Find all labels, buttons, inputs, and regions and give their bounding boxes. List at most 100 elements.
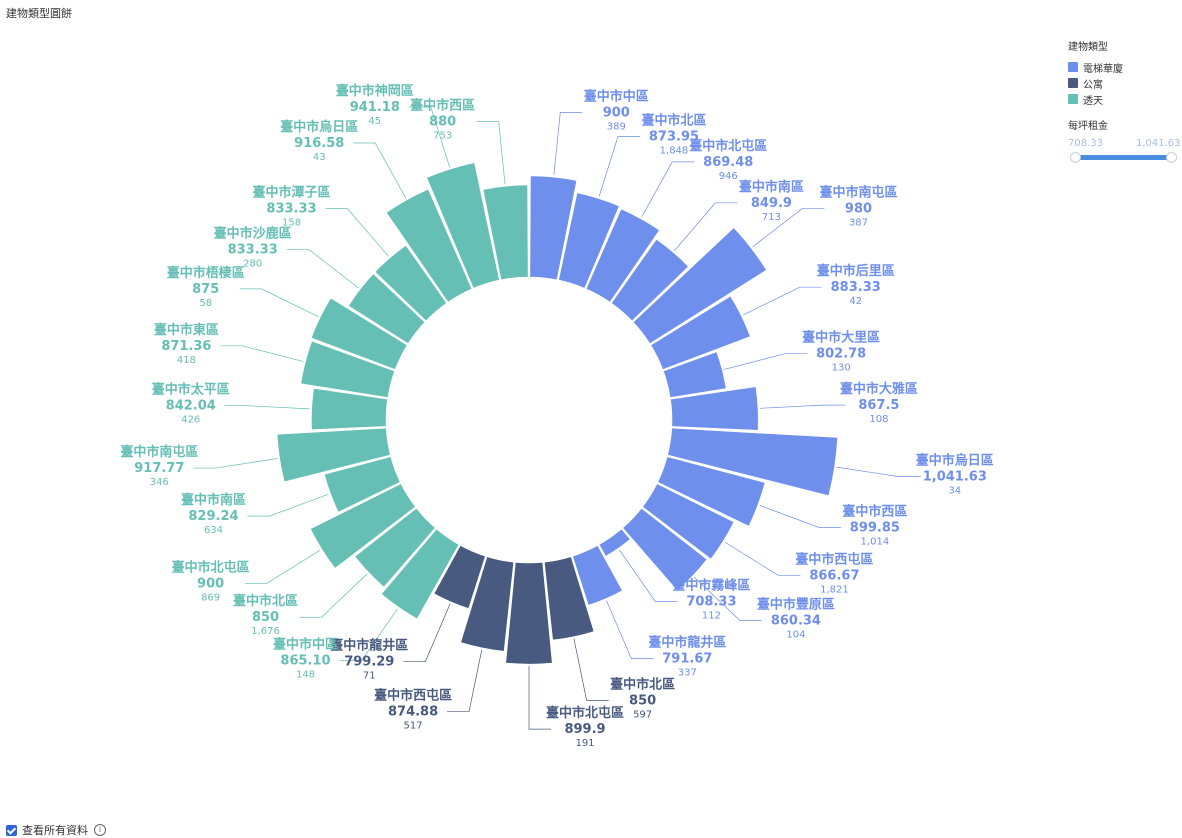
legend-item-townhouse[interactable]: 透天 — [1068, 91, 1178, 107]
leader-line — [724, 541, 801, 576]
data-label-count: 869 — [201, 593, 220, 604]
checkbox-checked-icon[interactable] — [6, 824, 17, 836]
bar-segment[interactable] — [323, 456, 401, 513]
bar-segment[interactable] — [585, 208, 660, 303]
data-label-district: 臺中市龍井區 — [330, 638, 408, 654]
leader-line — [759, 404, 845, 409]
bar-segment[interactable] — [650, 295, 751, 370]
bar-segment[interactable] — [276, 427, 391, 483]
bar-segment[interactable] — [663, 351, 727, 398]
bar-segment[interactable] — [543, 556, 595, 641]
data-label-district: 臺中市烏日區 — [916, 453, 994, 469]
data-label-count: 387 — [849, 217, 868, 228]
bar-segment[interactable] — [311, 387, 388, 431]
bar-segment[interactable] — [598, 528, 631, 557]
legend-item-apartment[interactable]: 公寓 — [1068, 75, 1178, 91]
bar-segment[interactable] — [632, 227, 767, 345]
data-label-district: 臺中市北屯區 — [172, 560, 250, 576]
bar-segment[interactable] — [300, 340, 395, 398]
data-label-count: 58 — [199, 298, 212, 309]
data-label-district: 臺中市烏日區 — [280, 119, 358, 135]
bar-segment[interactable] — [529, 175, 578, 281]
data-label-district: 臺中市南區 — [181, 492, 246, 508]
data-label-count: 280 — [243, 258, 262, 269]
leader-line — [674, 202, 738, 251]
data-label-district: 臺中市北區 — [233, 593, 298, 609]
bar-segment[interactable] — [667, 427, 838, 497]
data-label-count: 43 — [313, 152, 326, 163]
leader-line — [244, 549, 321, 584]
bar-segment[interactable] — [670, 386, 759, 431]
bar-segment[interactable] — [354, 507, 436, 588]
data-label-value: 900 — [603, 105, 630, 120]
data-label-count: 426 — [181, 415, 200, 426]
data-label-value: 900 — [197, 577, 224, 592]
data-label-district: 臺中市龍井區 — [648, 634, 726, 650]
data-label-count: 337 — [678, 667, 697, 678]
data-label-district: 臺中市西區 — [842, 503, 907, 519]
legend-swatch-icon — [1068, 62, 1078, 72]
bar-segment[interactable] — [558, 192, 620, 289]
bar-segment[interactable] — [642, 483, 735, 560]
data-label-district: 臺中市南屯區 — [120, 444, 198, 460]
data-label-value: 899.85 — [850, 520, 900, 535]
data-label-district: 臺中市北屯區 — [689, 138, 767, 154]
data-label-count: 346 — [150, 477, 169, 488]
data-label-count: 1,014 — [861, 536, 890, 547]
leader-line — [641, 161, 695, 218]
bar-segment[interactable] — [610, 238, 689, 322]
leader-line — [724, 353, 808, 370]
data-label-count: 1,848 — [660, 145, 689, 156]
leader-line — [286, 249, 359, 289]
legend-item-elevator[interactable]: 電梯華廈 — [1068, 59, 1178, 75]
leader-lines-group — [193, 106, 921, 730]
data-label-count: 108 — [869, 414, 888, 425]
bar-segment[interactable] — [385, 188, 473, 303]
data-label-value: 916.58 — [294, 136, 344, 151]
data-label-count: 158 — [282, 218, 301, 229]
data-label-district: 臺中市霧峰區 — [672, 578, 750, 594]
view-all-data-toggle[interactable]: 查看所有資料 i — [6, 822, 106, 838]
info-icon[interactable]: i — [94, 824, 106, 836]
view-all-data-label: 查看所有資料 — [22, 824, 88, 837]
data-label-value: 708.33 — [686, 595, 736, 610]
data-label-value: 880 — [429, 115, 456, 130]
range-slider-max-handle[interactable] — [1166, 152, 1177, 163]
data-label-value: 883.33 — [831, 280, 881, 295]
data-label-count: 130 — [832, 363, 851, 374]
data-label-value: 850 — [252, 610, 279, 625]
legend-item-label: 電梯華廈 — [1083, 63, 1123, 75]
leader-line — [573, 638, 609, 701]
data-label-district: 臺中市中區 — [273, 637, 338, 653]
leader-line — [759, 505, 841, 528]
bar-segment[interactable] — [374, 244, 448, 322]
bar-segment[interactable] — [622, 507, 708, 592]
data-label-value: 829.24 — [188, 509, 238, 524]
data-label-count: 418 — [177, 355, 196, 366]
bar-segment[interactable] — [505, 562, 553, 665]
data-label-count: 148 — [296, 670, 315, 681]
bar-segment[interactable] — [310, 297, 408, 370]
bar-segment[interactable] — [460, 556, 515, 652]
bar-segment[interactable] — [657, 456, 766, 527]
data-label-district: 臺中市南區 — [739, 179, 804, 195]
bar-segment[interactable] — [380, 528, 460, 620]
bar-segment[interactable] — [426, 162, 500, 289]
data-label-value: 980 — [845, 201, 872, 216]
range-slider-track[interactable] — [1075, 155, 1171, 160]
bar-segment[interactable] — [482, 184, 529, 281]
data-label-district: 臺中市梧棲區 — [167, 265, 245, 281]
bar-segment[interactable] — [347, 273, 426, 345]
data-label-district: 臺中市沙鹿區 — [214, 225, 292, 241]
bar-segment[interactable] — [433, 545, 486, 609]
data-label-district: 臺中市南屯區 — [819, 184, 897, 200]
bar-segment[interactable] — [572, 545, 623, 606]
data-label-value: 860.34 — [771, 613, 821, 628]
data-label-count: 1,821 — [820, 584, 849, 595]
data-label-count: 45 — [368, 116, 381, 127]
bar-segment[interactable] — [310, 483, 416, 569]
data-label-district: 臺中市北區 — [610, 676, 675, 692]
range-slider-min-handle[interactable] — [1070, 152, 1081, 163]
leader-line — [299, 573, 368, 618]
